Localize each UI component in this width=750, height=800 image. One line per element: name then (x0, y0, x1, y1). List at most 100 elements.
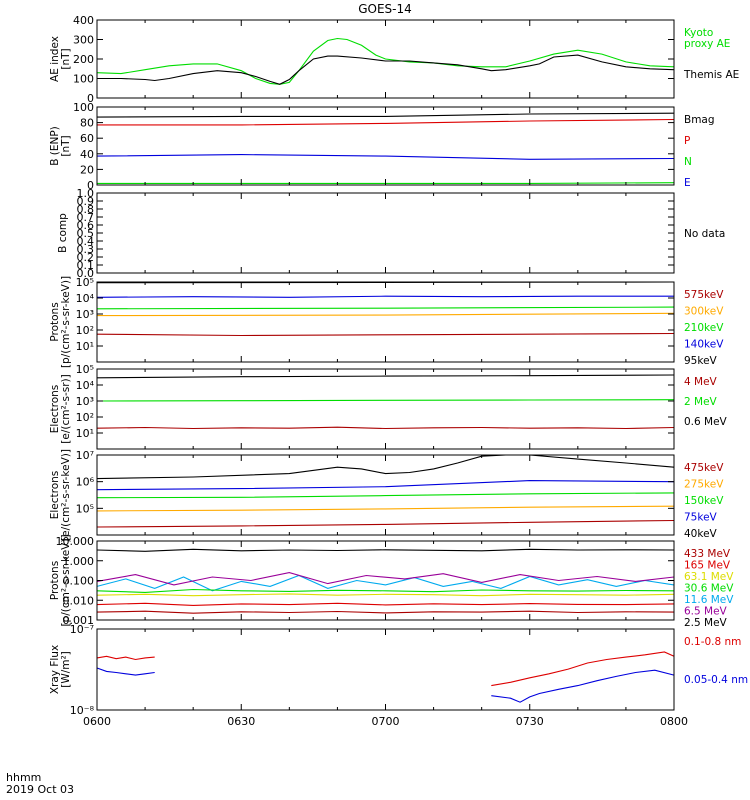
y-axis-label: B comp (57, 213, 69, 253)
y-tick-label: 300 (73, 34, 94, 47)
series-line-p8-0-05-0-4-nm-seg1 (96, 667, 155, 676)
series-line-p4-210kev (96, 306, 675, 310)
x-tick-label: 0630 (227, 715, 255, 728)
series-line-p6-150kev (96, 492, 675, 499)
legend-entry: 475keV (684, 462, 724, 474)
time-format-label: hhmm (6, 771, 41, 784)
series-line-p7-2-5-mev (96, 548, 675, 552)
y-axis-label: Protons[p/(cm²-s-sr-keV)] (49, 276, 72, 368)
figure-title: GOES-14 (358, 2, 412, 16)
y-axis-label: Electrons[e/(cm²-s-sr)] (49, 374, 72, 443)
legend-entry: 75keV (684, 512, 718, 524)
legend-entry: 6.5 MeV (684, 606, 728, 618)
legend-entry: 0.6 MeV (684, 416, 728, 428)
y-tick-label: 10⁴ (76, 292, 95, 305)
y-tick-label: 0.100 (63, 575, 95, 588)
series-line-p6-475kev (96, 519, 675, 528)
legend-entry: Themis AE (683, 69, 739, 81)
y-tick-label: 40 (80, 148, 94, 161)
y-tick-label: 10⁵ (76, 363, 94, 376)
series-line-p4-300kev (96, 312, 675, 317)
panel-frame (96, 540, 675, 621)
y-tick-label: 200 (73, 53, 94, 66)
time-axis: 0600 0630 0700 0730 0800 (83, 715, 688, 728)
panel-frame (96, 106, 675, 186)
y-tick-label: 10² (76, 411, 94, 424)
y-axis-label: AE index[nT] (49, 36, 72, 82)
y-tick-label: 0.001 (63, 614, 95, 627)
y-tick-label: 10³ (76, 395, 94, 408)
panel-4: 10¹ 10² 10³ 10⁴ 10⁵ Protons[p/(cm²-s-sr-keV)]… (49, 276, 724, 368)
series-line-p1-themis-ae (97, 54, 675, 85)
panel-frame (96, 454, 675, 536)
legend-entry: 2.5 MeV (684, 617, 728, 629)
legend-entry: 4 MeV (684, 376, 718, 388)
y-tick-label: 0.3 (77, 243, 95, 256)
y-tick-label: 0.1 (77, 259, 95, 272)
legend-entry: 30.6 MeV (684, 583, 734, 595)
y-tick-label: 10⁵ (76, 502, 94, 515)
legend-entry: 11.6 MeV (684, 594, 734, 606)
y-tick-label: 10² (76, 324, 94, 337)
y-axis-label: B (ENP)[nT] (49, 126, 72, 166)
legend-entry: N (684, 156, 692, 168)
y-tick-label: 10⁵ (76, 276, 94, 289)
legend-entry: 275keV (684, 479, 724, 491)
x-tick-label: 0600 (83, 715, 111, 728)
series-line-p2-p (97, 118, 675, 126)
y-tick-label: 400 (73, 14, 94, 27)
legend-entry: P (684, 135, 690, 147)
y-tick-label: 0.010 (63, 594, 95, 607)
series-line-p7-6-5-mev (96, 572, 675, 586)
legend-entry: 433 MeV (684, 548, 731, 560)
y-axis-label: Electrons[e/(cm²-s-sr-keV)] (49, 449, 72, 541)
legend-entry: 150keV (684, 495, 724, 507)
y-tick-label: 0.5 (77, 227, 95, 240)
x-tick-label: 0730 (516, 715, 544, 728)
series-line-p7-433-mev (96, 610, 675, 614)
legend-entry: 165 MeV (684, 560, 731, 572)
series-line-p6-40kev (96, 454, 675, 480)
legend-entry: 140keV (684, 339, 724, 351)
series-line-p8-0-1-0-8-nm-seg2 (491, 651, 675, 687)
panel-7: 0.001 0.010 0.100 1.000 10.000Protons[p/(cm²… (49, 534, 734, 629)
panel-6: 10⁵ 10⁶ 10⁷ Electrons[e/(cm²-s-sr-keV)] 475k… (49, 449, 724, 541)
y-tick-label: 10⁷ (76, 449, 94, 462)
y-tick-label: 10⁻⁷ (70, 623, 94, 636)
legend-entry: 63.1 MeV (684, 571, 734, 583)
y-tick-label: 0.9 (77, 195, 95, 208)
panel-8: 10⁻⁸ 10⁻⁷ Xray Flux[W/m²] 0.1-0.8 nm 0.05-0.… (49, 623, 748, 717)
series-line-p2-bmag (96, 112, 675, 118)
x-tick-label: 0800 (660, 715, 688, 728)
legend-entry: 300keV (684, 306, 724, 318)
y-tick-label: 1.000 (63, 555, 95, 568)
y-tick-label: 60 (80, 132, 94, 145)
date-label: 2019 Oct 03 (6, 783, 74, 796)
legend-entry: Kyoto proxy AE (684, 27, 730, 50)
panel-5: 10¹ 10² 10³ 10⁴ 10⁵ Electrons[e/(cm²-s-sr)] 4 … (49, 363, 728, 450)
y-axis-label: Protons[p/(cm²-s-sr-keV)] (49, 534, 72, 626)
legend-entry: 0.1-0.8 nm (684, 636, 741, 648)
y-tick-label: 0.7 (77, 211, 95, 224)
y-axis-label: Xray Flux[W/m²] (49, 645, 72, 694)
panel-frame (96, 628, 675, 711)
series-line-p8-0-1-0-8-nm-seg1 (96, 655, 155, 661)
y-tick-label: 0 (87, 92, 94, 105)
y-tick-label: 0.2 (77, 251, 95, 264)
y-tick-label: 10.000 (56, 535, 95, 548)
legend-entry: 2 MeV (684, 396, 718, 408)
y-tick-label: 10¹ (76, 427, 94, 440)
legend-entry: 95keV (684, 355, 718, 367)
panel-frame (96, 368, 675, 450)
y-tick-label: 10⁻⁸ (70, 704, 95, 717)
y-tick-label: 0.6 (77, 219, 95, 232)
panel-frame (96, 281, 675, 363)
series-line-p1-kyoto-proxy-ae (96, 37, 675, 85)
legend-entry: E (684, 177, 691, 189)
series-line-p6-75kev (96, 480, 675, 491)
legend-entry: 40keV (684, 528, 718, 540)
series-line-p5-2-mev (96, 399, 675, 402)
series-line-p7-63-1-mev (96, 593, 675, 597)
